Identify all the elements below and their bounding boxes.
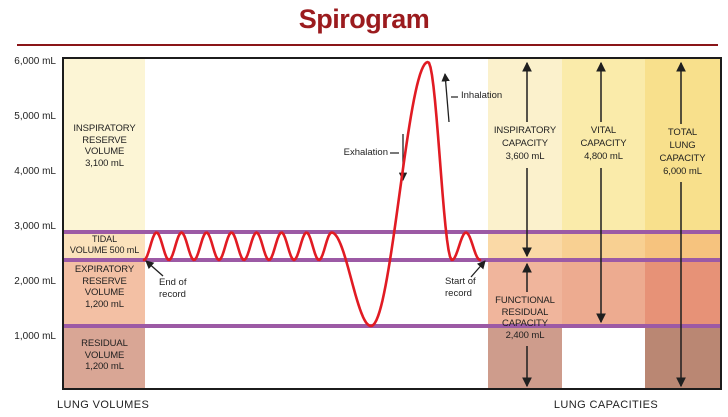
vital-capacity-label: VITAL CAPACITY 4,800 mL xyxy=(580,125,627,162)
lung-capacities-label: LUNG CAPACITIES xyxy=(553,399,659,411)
y-tick-6000: 6,000 mL xyxy=(14,56,56,67)
total-lung-capacity-label: TOTAL LUNG CAPACITY 6,000 mL xyxy=(659,127,706,177)
title-underline xyxy=(17,44,718,46)
y-tick-3000: 3,000 mL xyxy=(14,221,56,232)
band-left-inspiratory-reserve xyxy=(64,59,145,232)
functional-residual-capacity-label: FUNCTIONAL RESIDUAL CAPACITY 2,400 mL xyxy=(495,295,555,341)
level-line-2900ml xyxy=(64,230,720,234)
inspiratory-capacity-label: INSPIRATORY CAPACITY 3,600 mL xyxy=(493,125,557,162)
start-of-record-label: Start of record xyxy=(445,276,476,299)
inhalation-arrow xyxy=(441,72,450,123)
y-tick-2000: 2,000 mL xyxy=(14,276,56,287)
y-tick-5000: 5,000 mL xyxy=(14,111,56,122)
band-left-tidal xyxy=(64,232,145,260)
inspiratory-reserve-volume-label: INSPIRATORY RESERVE VOLUME 3,100 mL xyxy=(73,123,136,169)
exhalation-label: Exhalation xyxy=(343,147,388,158)
y-tick-1000: 1,000 mL xyxy=(14,331,56,342)
expiratory-reserve-volume-label: EXPIRATORY RESERVE VOLUME 1,200 mL xyxy=(74,264,135,310)
level-line-1200ml xyxy=(64,324,720,328)
band-left-expiratory-reserve xyxy=(64,260,145,326)
start-of-record-arrow xyxy=(470,260,486,278)
residual-volume-label: RESIDUAL VOLUME 1,200 mL xyxy=(81,338,128,372)
inhalation-label: Inhalation xyxy=(461,90,503,101)
spirogram-trace xyxy=(142,60,482,328)
end-of-record-arrow xyxy=(145,260,164,277)
level-line-2400ml xyxy=(64,258,720,262)
band-left-residual xyxy=(64,326,145,388)
tidal-volume-label: TIDAL VOLUME 500 mL xyxy=(69,234,140,255)
y-tick-4000: 4,000 mL xyxy=(14,166,56,177)
lung-volumes-label: LUNG VOLUMES xyxy=(57,399,150,411)
end-of-record-label: End of record xyxy=(159,277,187,300)
page-title: Spirogram xyxy=(298,4,430,34)
